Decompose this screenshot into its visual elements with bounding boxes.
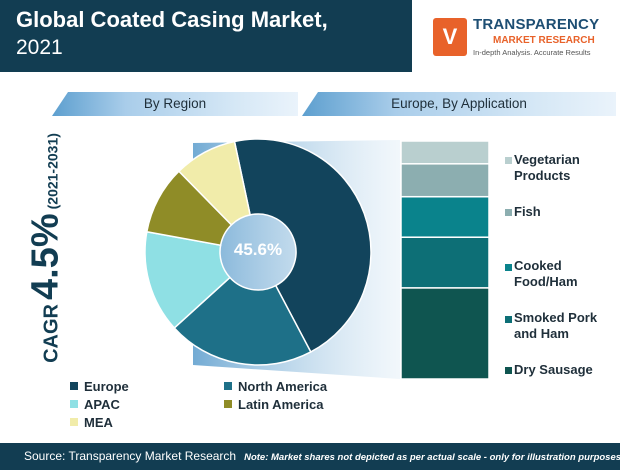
stack-segment-vegetarian-products xyxy=(400,140,490,165)
logo-subtitle: MARKET RESEARCH xyxy=(493,35,595,46)
legend-item-mea: MEA xyxy=(70,415,113,430)
app-label-fish: Fish xyxy=(502,204,541,220)
stack-segment-cooked-food-ham xyxy=(400,195,490,238)
legend-item-latin-america: Latin America xyxy=(224,397,324,412)
legend-label-mea: MEA xyxy=(84,415,113,430)
app-swatch-fish xyxy=(505,209,512,216)
legend-swatch-apac xyxy=(70,400,78,408)
app-label-cooked-food: Cooked Food/Ham xyxy=(502,258,614,290)
donut-slice-europe xyxy=(233,138,372,353)
legend-label-europe: Europe xyxy=(84,379,129,394)
footer-note: Note: Market shares not depicted as per … xyxy=(244,452,620,463)
app-label-smoked-pork-text: Smoked Pork and Ham xyxy=(514,310,598,341)
footer-bar: Source: Transparency Market Research Note… xyxy=(0,443,620,470)
legend-item-north-america: North America xyxy=(224,379,327,394)
title-line-1: Global Coated Casing Market, xyxy=(16,7,328,32)
region-donut-chart xyxy=(144,138,372,366)
europe-section-header: Europe, By Application xyxy=(302,92,616,116)
app-label-cooked-food-text: Cooked Food/Ham xyxy=(514,258,578,289)
app-label-vegetarian-text: Vegetarian Products xyxy=(514,152,580,183)
footer-source: Source: Transparency Market Research xyxy=(24,449,237,463)
legend-swatch-latin-america xyxy=(224,400,232,408)
app-label-dry-sausage: Dry Sausage xyxy=(502,362,593,378)
donut-slice-north-america xyxy=(173,276,312,366)
title-line-2: 2021 xyxy=(16,36,63,59)
legend-swatch-north-america xyxy=(224,382,232,390)
legend-item-europe: Europe xyxy=(70,379,129,394)
region-section-header: By Region xyxy=(52,92,298,116)
app-label-smoked-pork: Smoked Pork and Ham xyxy=(502,310,618,342)
stack-segment-fish xyxy=(400,163,490,198)
legend-item-apac: APAC xyxy=(70,397,120,412)
legend-label-apac: APAC xyxy=(84,397,120,412)
donut-slice-mea xyxy=(177,140,251,226)
app-label-fish-text: Fish xyxy=(514,204,541,219)
app-label-vegetarian: Vegetarian Products xyxy=(502,152,620,184)
stack-segment-smoked-pork-and-ham xyxy=(400,236,490,289)
legend-swatch-europe xyxy=(70,382,78,390)
stack-segment-dry-sausage xyxy=(400,287,490,380)
legend-label-north-america: North America xyxy=(238,379,328,394)
logo-tagline: In-depth Analysis. Accurate Results xyxy=(473,48,591,57)
logo-name: TRANSPARENCY xyxy=(473,16,600,33)
donut-slice-apac xyxy=(144,230,231,330)
charts-canvas: 45.6% xyxy=(144,138,490,380)
legend-swatch-mea xyxy=(70,418,78,426)
app-label-dry-sausage-text: Dry Sausage xyxy=(514,362,593,377)
app-swatch-cooked-food xyxy=(505,264,512,271)
title-banner: Global Coated Casing Market, 2021 xyxy=(0,0,412,72)
logo-mark-icon: V xyxy=(433,18,467,56)
legend-label-latin-america: Latin America xyxy=(238,397,324,412)
app-swatch-smoked-pork xyxy=(505,316,512,323)
app-swatch-vegetarian xyxy=(505,157,512,164)
logo: V TRANSPARENCY MARKET RESEARCH In-depth … xyxy=(433,14,613,62)
europe-stacked-bar xyxy=(400,140,490,380)
app-swatch-dry-sausage xyxy=(505,367,512,374)
donut-center-label: 45.6% xyxy=(234,240,282,259)
